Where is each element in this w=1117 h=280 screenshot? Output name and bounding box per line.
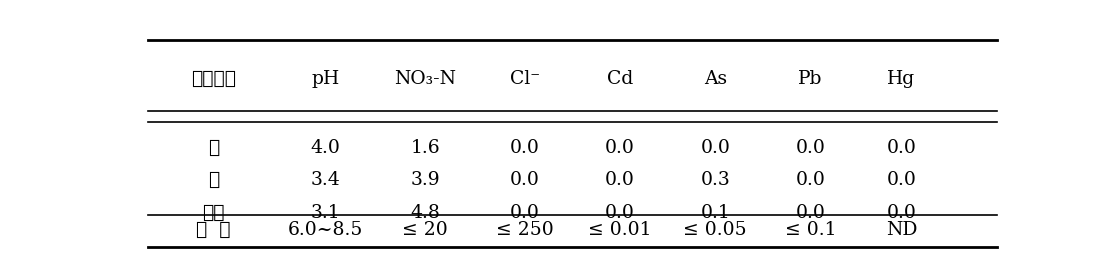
- Text: As: As: [704, 70, 727, 88]
- Text: 3.4: 3.4: [311, 171, 341, 189]
- Text: 시설: 시설: [202, 204, 225, 221]
- Text: 논: 논: [208, 139, 219, 157]
- Text: 0.0: 0.0: [510, 139, 540, 157]
- Text: ≤ 0.01: ≤ 0.01: [589, 221, 652, 239]
- Text: 0.3: 0.3: [700, 171, 731, 189]
- Text: Cd: Cd: [607, 70, 633, 88]
- Text: NO₃-N: NO₃-N: [394, 70, 457, 88]
- Text: 0.0: 0.0: [795, 204, 825, 221]
- Text: 3.1: 3.1: [311, 204, 341, 221]
- Text: ≤ 0.1: ≤ 0.1: [785, 221, 837, 239]
- Text: ND: ND: [886, 221, 917, 239]
- Text: 0.0: 0.0: [510, 171, 540, 189]
- Text: 0.0: 0.0: [887, 171, 916, 189]
- Text: 0.0: 0.0: [605, 139, 634, 157]
- Text: pH: pH: [312, 70, 340, 88]
- Text: ≤ 250: ≤ 250: [496, 221, 554, 239]
- Text: 0.0: 0.0: [795, 139, 825, 157]
- Text: Cl⁻: Cl⁻: [509, 70, 540, 88]
- Text: 0.0: 0.0: [795, 171, 825, 189]
- Text: 기  준: 기 준: [195, 221, 230, 239]
- Text: Hg: Hg: [887, 70, 916, 88]
- Text: 1.6: 1.6: [410, 139, 440, 157]
- Text: 밭: 밭: [208, 171, 219, 189]
- Text: 0.0: 0.0: [510, 204, 540, 221]
- Text: 0.0: 0.0: [605, 204, 634, 221]
- Text: 4.0: 4.0: [311, 139, 341, 157]
- Text: ≤ 20: ≤ 20: [402, 221, 448, 239]
- Text: 3.9: 3.9: [410, 171, 440, 189]
- Text: 0.0: 0.0: [605, 171, 634, 189]
- Text: 6.0~8.5: 6.0~8.5: [288, 221, 363, 239]
- Text: Pb: Pb: [799, 70, 823, 88]
- Text: 0.0: 0.0: [887, 204, 916, 221]
- Text: 영농유형: 영농유형: [191, 70, 236, 88]
- Text: ≤ 0.05: ≤ 0.05: [684, 221, 747, 239]
- Text: 4.8: 4.8: [410, 204, 440, 221]
- Text: 0.0: 0.0: [887, 139, 916, 157]
- Text: 0.0: 0.0: [700, 139, 731, 157]
- Text: 0.1: 0.1: [700, 204, 731, 221]
